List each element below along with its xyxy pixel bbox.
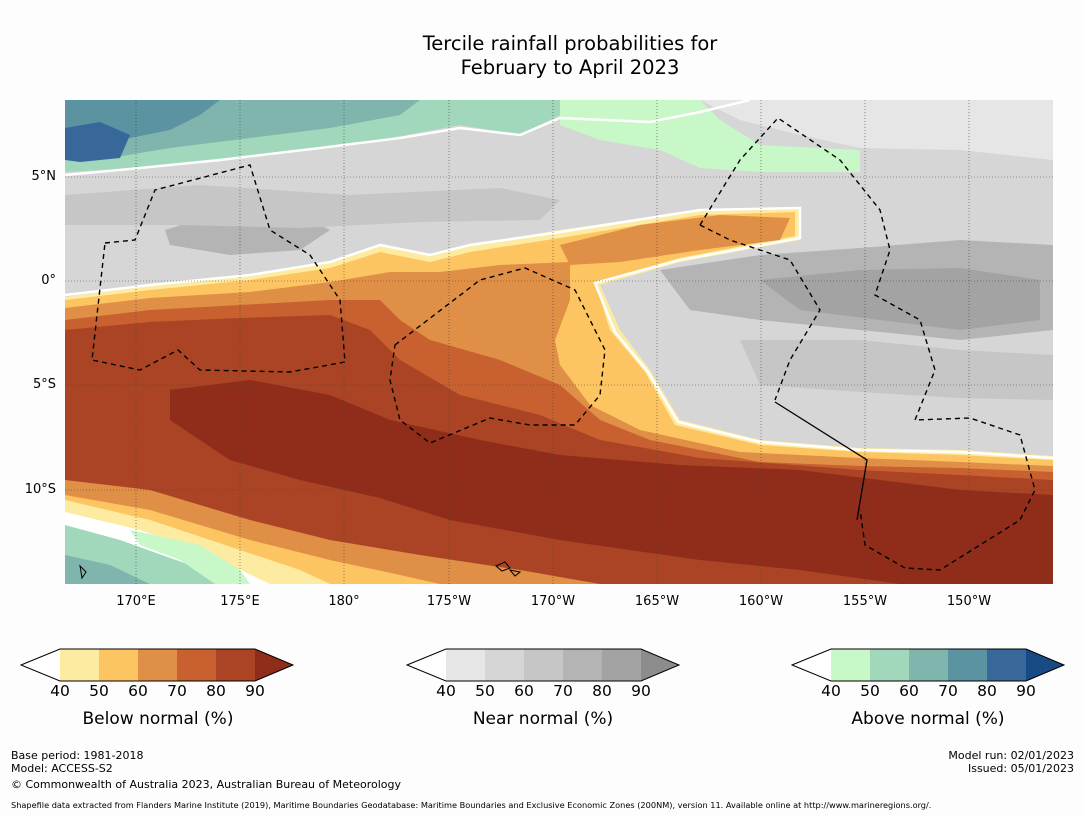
colorbar-below-normal xyxy=(20,648,295,682)
eez-boundaries xyxy=(91,117,1036,571)
issued-date: Issued: 05/01/2023 xyxy=(967,762,1074,775)
title-line-2: February to April 2023 xyxy=(460,56,680,79)
solid-boundary xyxy=(774,401,868,521)
probability-map xyxy=(65,100,1053,584)
colorbar-below-swatch-min xyxy=(21,649,60,681)
cb-near-tick: 90 xyxy=(631,682,651,700)
cb-above-tick: 80 xyxy=(977,682,997,700)
colorbar-above-swatch-min xyxy=(792,649,831,681)
lat-label-0: 0° xyxy=(41,273,56,288)
lon-label-170w: 170°W xyxy=(530,594,576,609)
cb-above-tick: 40 xyxy=(821,682,841,700)
cb-below-tick: 50 xyxy=(89,682,109,700)
base-period: Base period: 1981-2018 xyxy=(11,749,144,762)
cb-below-tick: 60 xyxy=(128,682,148,700)
cb-below-tick: 40 xyxy=(50,682,70,700)
cb-below-tick: 70 xyxy=(167,682,187,700)
cb-above-tick: 60 xyxy=(899,682,919,700)
colorbar-below-label: Below normal (%) xyxy=(82,709,234,729)
colorbar-above-swatch-40 xyxy=(831,649,870,681)
colorbar-below-swatch-60 xyxy=(138,649,177,681)
model-name: Model: ACCESS-S2 xyxy=(11,762,113,775)
colorbar-near-swatch-max xyxy=(641,649,679,681)
above-normal-light-green xyxy=(560,100,860,172)
model-run: Model run: 02/01/2023 xyxy=(948,749,1074,762)
lon-label-160w: 160°W xyxy=(738,594,784,609)
islands xyxy=(79,561,522,580)
footer-right: Model run: 02/01/2023 Issued: 05/01/2023 xyxy=(948,749,1074,775)
cb-near-tick: 50 xyxy=(475,682,495,700)
lon-label-175e: 175°E xyxy=(220,594,260,609)
lon-label-155w: 155°W xyxy=(842,594,888,609)
lat-label-10s: 10°S xyxy=(24,482,56,497)
colorbar-above-swatch-60 xyxy=(909,649,948,681)
above-normal-sw-light xyxy=(130,530,250,584)
colorbar-near-swatch-50 xyxy=(485,649,524,681)
cb-below-tick: 90 xyxy=(245,682,265,700)
colorbar-above-swatch-80 xyxy=(987,649,1026,681)
cb-above-tick: 70 xyxy=(938,682,958,700)
below-normal-90 xyxy=(170,380,1053,584)
colorbar-above-swatch-max xyxy=(1026,649,1064,681)
below-normal-60-north xyxy=(560,215,790,265)
colorbar-above-normal xyxy=(791,648,1066,682)
colorbar-below-swatch-80 xyxy=(216,649,255,681)
cb-near-tick: 40 xyxy=(436,682,456,700)
map-title: Tercile rainfall probabilities for Febru… xyxy=(0,32,1085,80)
colorbar-near-normal xyxy=(406,648,681,682)
colorbar-near-swatch-40 xyxy=(446,649,485,681)
near-normal-80-east xyxy=(760,268,1040,330)
below-normal-60-patch xyxy=(475,300,555,335)
colorbar-near-swatch-70 xyxy=(563,649,602,681)
colorbar-above-swatch-70 xyxy=(948,649,987,681)
cb-below-tick: 80 xyxy=(206,682,226,700)
colorbar-below-swatch-40 xyxy=(60,649,99,681)
title-line-1: Tercile rainfall probabilities for xyxy=(422,32,718,55)
contour-white-north xyxy=(65,100,751,177)
lat-label-5n: 5°N xyxy=(31,169,57,184)
colorbar-below-swatch-max xyxy=(255,649,293,681)
lon-label-165w: 165°W xyxy=(634,594,680,609)
shapefile-credit: Shapefile data extracted from Flanders M… xyxy=(11,800,932,810)
contour-white-central xyxy=(65,206,1053,460)
colorbar-below-swatch-70 xyxy=(177,649,216,681)
colorbar-near-label: Near normal (%) xyxy=(472,709,614,729)
colorbar-above-label: Above normal (%) xyxy=(851,709,1005,729)
lon-label-170e: 170°E xyxy=(116,594,156,609)
lon-label-150w: 150°W xyxy=(946,594,992,609)
above-normal-90 xyxy=(65,122,130,162)
footer-left: Base period: 1981-2018 Model: ACCESS-S2 … xyxy=(11,749,401,791)
colorbar-below-swatch-50 xyxy=(99,649,138,681)
near-normal-40-top xyxy=(700,100,1053,160)
colorbar-near-swatch-min xyxy=(407,649,446,681)
colorbar-above-swatch-50 xyxy=(870,649,909,681)
colorbar-near-swatch-60 xyxy=(524,649,563,681)
cb-above-tick: 50 xyxy=(860,682,880,700)
cb-near-tick: 80 xyxy=(592,682,612,700)
above-normal-sw-dark xyxy=(65,555,150,584)
cb-near-tick: 60 xyxy=(514,682,534,700)
lon-label-180: 180° xyxy=(328,594,360,609)
colorbar-near-swatch-80 xyxy=(602,649,641,681)
copyright: © Commonwealth of Australia 2023, Austra… xyxy=(11,778,401,791)
lat-label-5s: 5°S xyxy=(32,377,56,392)
lon-label-175w: 175°W xyxy=(426,594,472,609)
cb-near-tick: 70 xyxy=(553,682,573,700)
near-normal-60-band xyxy=(65,185,560,228)
cb-above-tick: 90 xyxy=(1016,682,1036,700)
